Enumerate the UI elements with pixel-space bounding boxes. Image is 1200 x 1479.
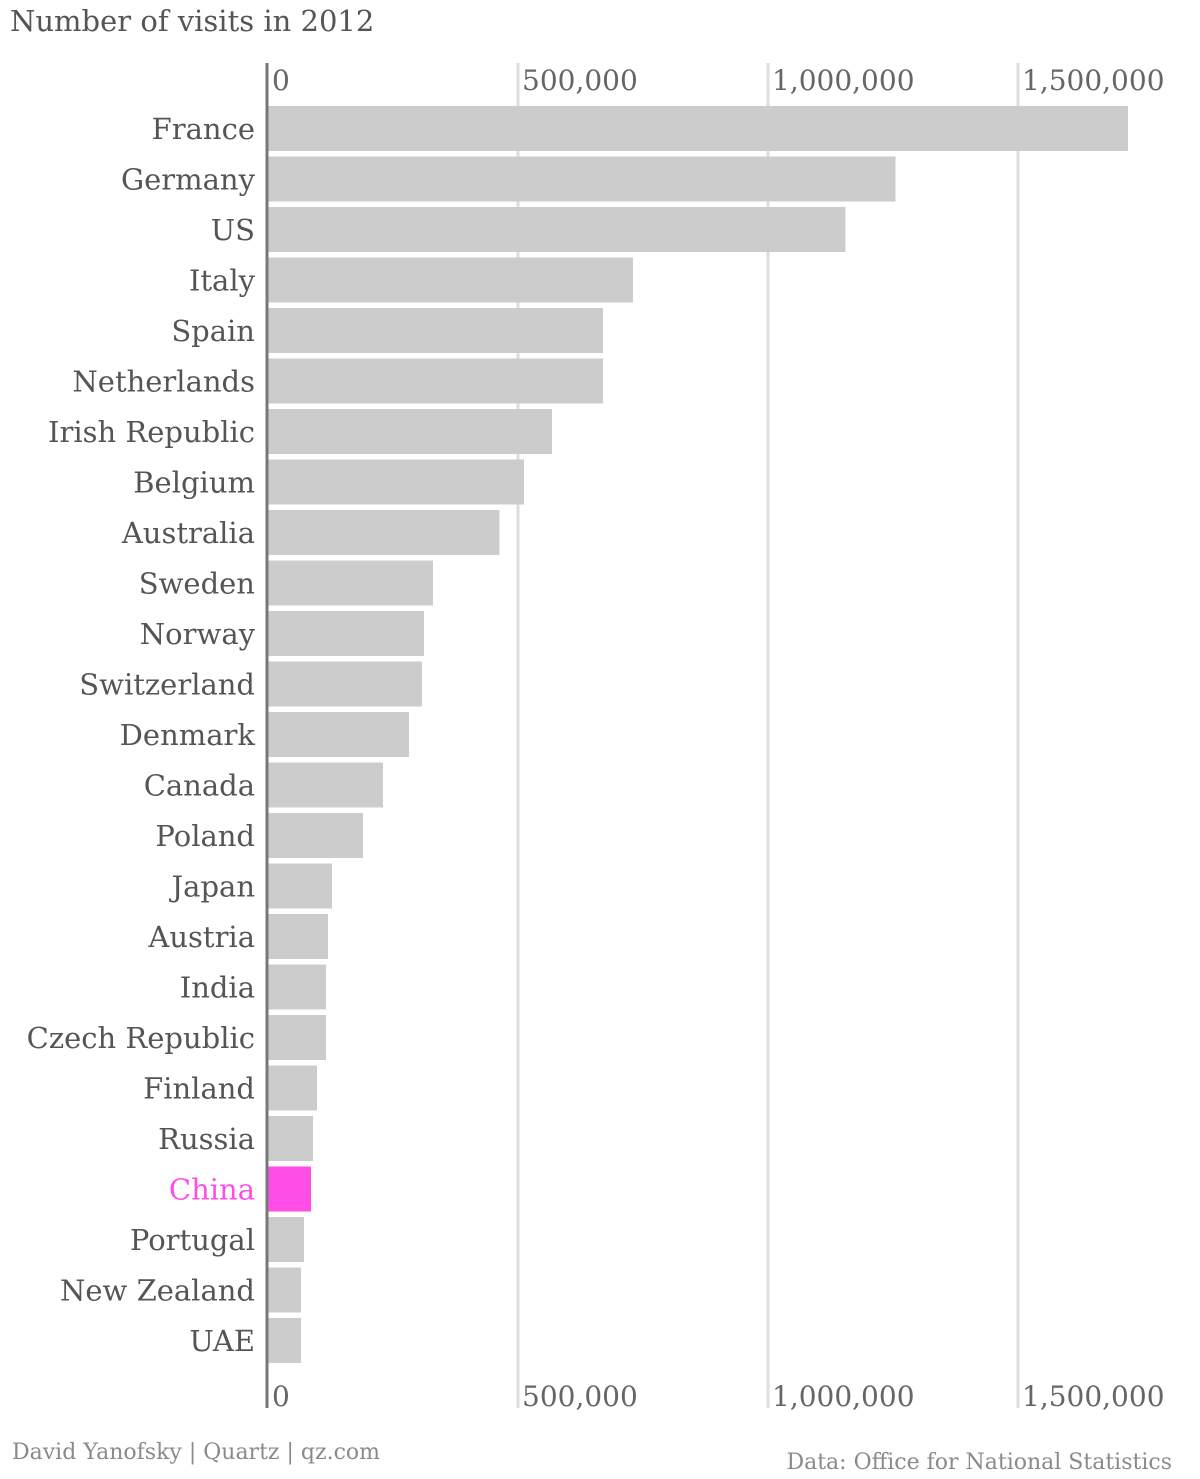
bar-spain xyxy=(268,308,603,353)
x-tick-label-top: 1,500,000 xyxy=(1022,64,1165,97)
category-labels: France Germany US Italy Spain Netherlands Iris… xyxy=(27,112,256,1358)
category-label: Portugal xyxy=(130,1223,255,1257)
bar-india xyxy=(268,965,326,1010)
bar-finland xyxy=(268,1066,317,1111)
x-axis-top-tick-labels: 0 500,000 1,000,000 1,500,000 xyxy=(272,64,1165,97)
bar-switzerland xyxy=(268,662,422,707)
bars xyxy=(268,106,1128,1363)
category-label: France xyxy=(152,112,255,146)
category-label: Switzerland xyxy=(79,668,255,702)
category-label: Sweden xyxy=(139,567,255,601)
bar-belgium xyxy=(268,460,524,505)
category-label: China xyxy=(169,1173,255,1207)
category-label: Russia xyxy=(158,1122,255,1156)
category-label: Austria xyxy=(147,920,255,954)
bar-irish-republic xyxy=(268,409,552,454)
bar-france xyxy=(268,106,1128,151)
bar-canada xyxy=(268,763,383,808)
bar-italy xyxy=(268,258,633,303)
category-label: Japan xyxy=(169,870,255,904)
category-label: Belgium xyxy=(133,466,255,500)
bar-czech-republic xyxy=(268,1015,326,1060)
category-label: Finland xyxy=(143,1072,255,1106)
category-label: Norway xyxy=(140,617,256,651)
category-label: New Zealand xyxy=(60,1274,255,1308)
category-label: Netherlands xyxy=(72,365,255,399)
bar-denmark xyxy=(268,712,409,757)
bar-australia xyxy=(268,510,500,555)
x-tick-label-top: 1,000,000 xyxy=(772,64,915,97)
category-label: Germany xyxy=(121,163,256,197)
category-label: Canada xyxy=(144,769,255,803)
bar-netherlands xyxy=(268,359,603,404)
category-label: Poland xyxy=(155,819,255,853)
category-label: Irish Republic xyxy=(48,415,255,449)
bar-norway xyxy=(268,611,424,656)
bar-japan xyxy=(268,864,332,909)
bar-portugal xyxy=(268,1217,304,1262)
bar-austria xyxy=(268,914,328,959)
data-source: Data: Office for National Statistics xyxy=(786,1450,1172,1475)
bar-uae xyxy=(268,1318,301,1363)
bar-china xyxy=(268,1167,311,1212)
category-label: India xyxy=(180,971,255,1005)
bar-sweden xyxy=(268,561,433,606)
x-tick-label-bottom: 0 xyxy=(272,1380,290,1413)
x-tick-label-top: 500,000 xyxy=(522,64,638,97)
category-label: Australia xyxy=(121,516,255,550)
bar-germany xyxy=(268,157,896,202)
category-label: UAE xyxy=(189,1324,255,1358)
bar-us xyxy=(268,207,846,252)
bar-russia xyxy=(268,1116,313,1161)
bar-poland xyxy=(268,813,363,858)
bar-new-zealand xyxy=(268,1268,301,1313)
x-axis-bottom-tick-labels: 0 500,000 1,000,000 1,500,000 xyxy=(272,1380,1165,1413)
category-label: Spain xyxy=(171,314,255,348)
x-tick-label-bottom: 500,000 xyxy=(522,1380,638,1413)
x-tick-label-bottom: 1,000,000 xyxy=(772,1380,915,1413)
category-label: Denmark xyxy=(120,718,256,752)
category-label: Italy xyxy=(189,264,256,298)
byline: David Yanofsky | Quartz | qz.com xyxy=(12,1440,380,1465)
category-label: Czech Republic xyxy=(27,1021,255,1055)
x-tick-label-top: 0 xyxy=(272,64,290,97)
x-tick-label-bottom: 1,500,000 xyxy=(1022,1380,1165,1413)
category-label: US xyxy=(211,213,255,247)
